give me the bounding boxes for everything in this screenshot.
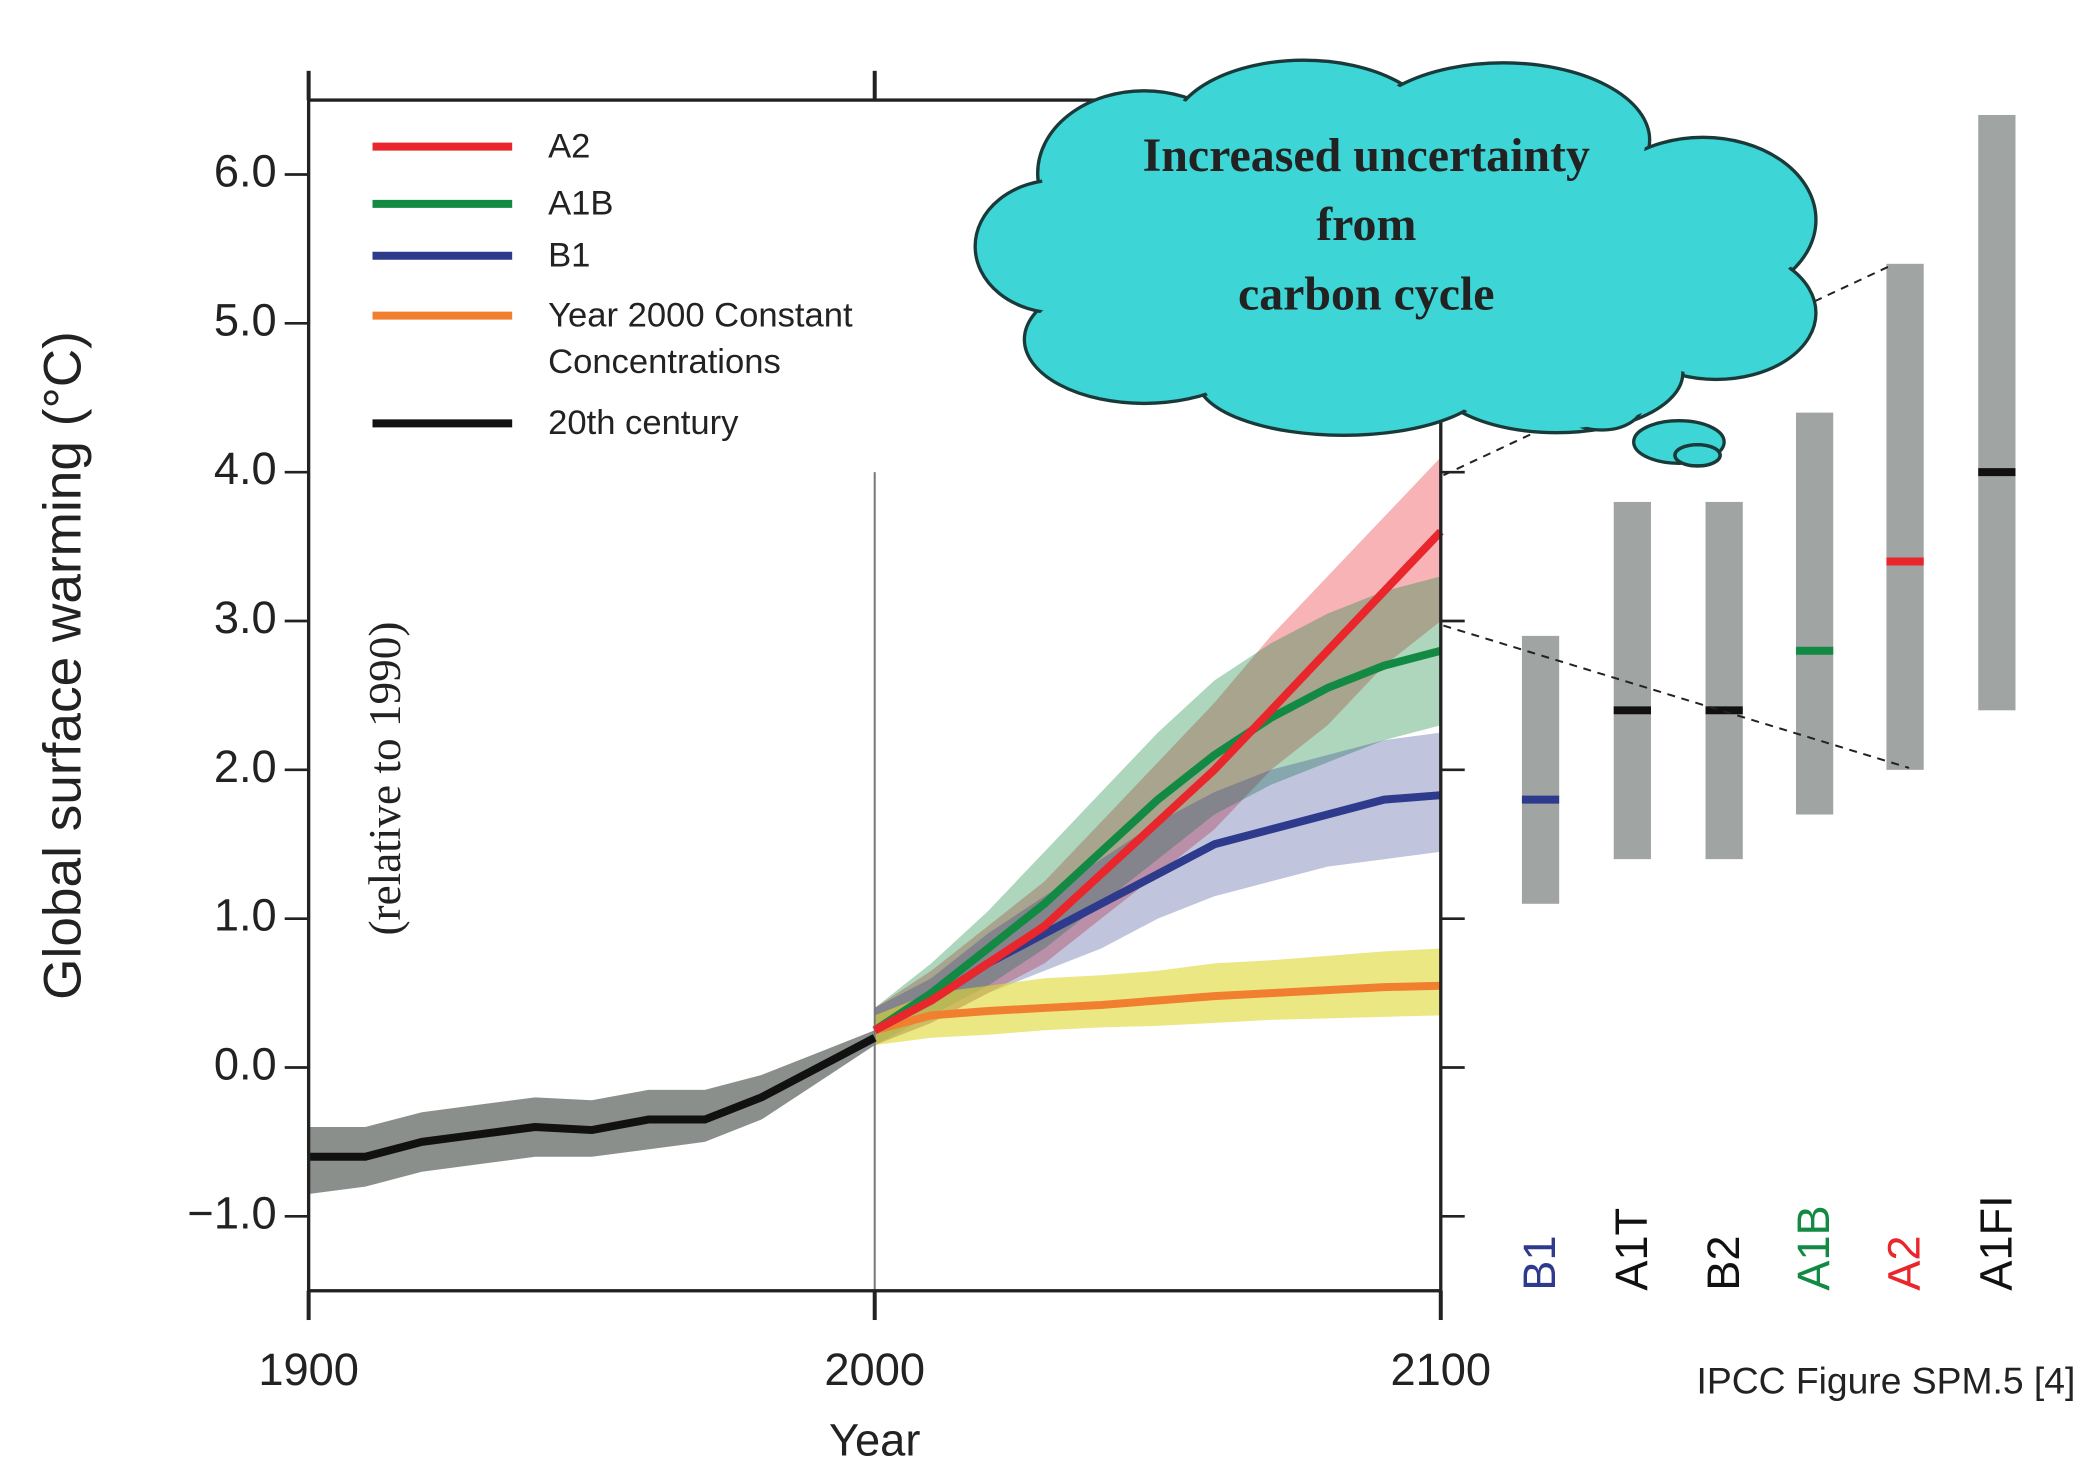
y-tick-label: 6.0 <box>214 145 277 196</box>
legend-text: Year 2000 Constant Concentrations <box>548 294 853 381</box>
x-axis-label: Year <box>829 1415 920 1466</box>
y-tick-label: 0.0 <box>214 1038 277 1089</box>
range-bar <box>1705 501 1743 860</box>
cloud-text: carbon cycle <box>1238 267 1495 320</box>
range-bar <box>1978 114 2016 711</box>
scenario-label: A1FI <box>1970 1195 2021 1291</box>
y-tick-label: 4.0 <box>214 443 277 494</box>
y-tick-label: 3.0 <box>214 592 277 643</box>
scenario-label: B1 <box>1514 1235 1565 1290</box>
scenario-label: B2 <box>1698 1235 1749 1290</box>
scenario-label: A1T <box>1606 1208 1657 1291</box>
range-bar <box>1613 501 1651 860</box>
legend-label: 20th century <box>548 402 739 442</box>
series-line <box>872 528 1444 1034</box>
relative-annotation: (relative to 1990) <box>360 622 410 936</box>
y-tick-label: 5.0 <box>214 294 277 345</box>
legend-label: A2 <box>548 125 591 166</box>
plot-layer: −1.0 0.0 1.0 2.0 3.0 4.0 5.0 6.0 1900 2000 2100 Yea… <box>34 70 2021 1466</box>
y-tick-label: 1.0 <box>214 890 277 941</box>
range-bar <box>1795 412 1834 815</box>
y-tick-label: 2.0 <box>214 741 277 792</box>
legend-text: A1B <box>548 182 614 223</box>
y-tick-label: −1.0 <box>187 1187 276 1238</box>
cloud-text: Increased uncertainty <box>1143 129 1590 182</box>
uncertainty-band <box>874 732 1441 1046</box>
legend-label: Year 2000 Constant Concentrations <box>548 294 853 381</box>
series-line <box>308 1034 877 1161</box>
scenario-label: A1B <box>1788 1205 1839 1290</box>
legend-label: B1 <box>548 234 591 275</box>
cloud-callout <box>973 58 1818 468</box>
legend-text: B1 <box>548 234 591 275</box>
legend-text: 20th century <box>548 402 739 442</box>
cloud-text: from <box>1316 198 1416 251</box>
range-bar <box>1521 635 1560 904</box>
x-tick-label: 1900 <box>258 1344 359 1395</box>
uncertainty-band <box>874 457 1441 1046</box>
connector-line <box>1443 624 1910 769</box>
x-tick-label: 2000 <box>824 1344 925 1395</box>
y-axis-label: Global surface warming (°C) <box>34 331 93 1000</box>
legend-label: A1B <box>548 182 614 223</box>
uncertainty-band <box>308 1030 875 1195</box>
source-note: IPCC Figure SPM.5 [4] <box>1697 1360 2076 1402</box>
annotation-layer: Increased uncertainty from carbon cycle IPC… <box>1143 129 2076 1402</box>
series-line <box>872 646 1442 1034</box>
legend-text: A2 <box>548 125 591 166</box>
series-line <box>873 981 1441 1035</box>
x-tick-label: 2100 <box>1390 1344 1491 1395</box>
scenario-label: A2 <box>1879 1235 1930 1290</box>
range-bar <box>1886 263 1924 770</box>
